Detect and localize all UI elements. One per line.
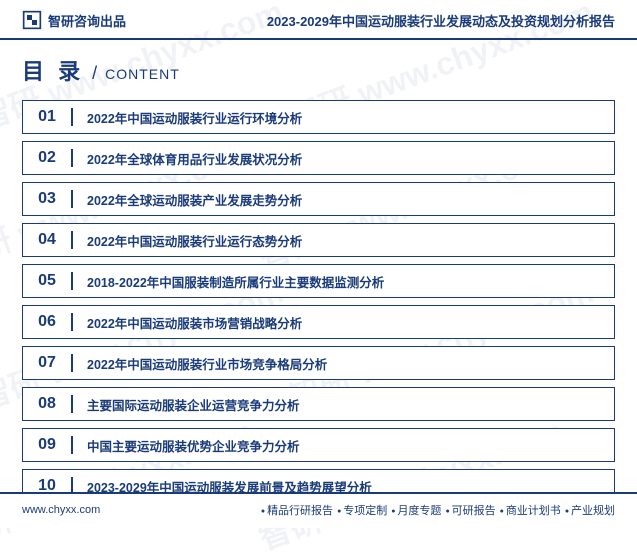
footer: www.chyxx.com 精品行研报告专项定制月度专题可研报告商业计划书产业规…: [0, 492, 637, 528]
toc-item-text: 2022年中国运动服装市场营销战略分析: [73, 306, 614, 338]
toc-item-text: 2022年全球体育用品行业发展状况分析: [73, 142, 614, 174]
footer-tag: 商业计划书: [500, 502, 561, 518]
toc-item: 062022年中国运动服装市场营销战略分析: [22, 305, 615, 339]
page-title: 2023-2029年中国运动服装行业发展动态及投资规划分析报告: [267, 11, 615, 30]
toc-item-text: 主要国际运动服装企业运营竞争力分析: [73, 388, 614, 420]
toc-item: 08主要国际运动服装企业运营竞争力分析: [22, 387, 615, 421]
toc-item-text: 2022年中国运动服装行业运行环境分析: [73, 101, 614, 133]
toc-item-number: 04: [23, 224, 71, 256]
toc-item-number: 08: [23, 388, 71, 420]
toc-item-number: 09: [23, 429, 71, 461]
toc-item-number: 02: [23, 142, 71, 174]
toc-item-text: 2022年中国运动服装行业运行态势分析: [73, 224, 614, 256]
toc-item: 09中国主要运动服装优势企业竞争力分析: [22, 428, 615, 462]
toc-item-number: 07: [23, 347, 71, 379]
toc-item-number: 03: [23, 183, 71, 215]
toc-item-number: 06: [23, 306, 71, 338]
footer-tags: 精品行研报告专项定制月度专题可研报告商业计划书产业规划: [261, 502, 615, 518]
toc-separator: /: [92, 63, 97, 84]
footer-tag: 月度专题: [391, 502, 441, 518]
toc-item: 042022年中国运动服装行业运行态势分析: [22, 223, 615, 257]
footer-url: www.chyxx.com: [22, 504, 100, 516]
toc-item: 052018-2022年中国服装制造所属行业主要数据监测分析: [22, 264, 615, 298]
toc-heading-cn: 目 录: [22, 54, 84, 86]
toc-item: 022022年全球体育用品行业发展状况分析: [22, 141, 615, 175]
toc-list: 012022年中国运动服装行业运行环境分析022022年全球体育用品行业发展状况…: [22, 100, 615, 503]
toc-item: 032022年全球运动服装产业发展走势分析: [22, 182, 615, 216]
brand-logo-icon: [22, 10, 42, 30]
toc-item-text: 2022年中国运动服装行业市场竞争格局分析: [73, 347, 614, 379]
toc-item-number: 05: [23, 265, 71, 297]
brand: 智研咨询出品: [22, 10, 126, 30]
brand-text: 智研咨询出品: [48, 11, 126, 30]
toc-item-number: 01: [23, 101, 71, 133]
footer-tag: 产业规划: [565, 502, 615, 518]
toc-item-text: 2022年全球运动服装产业发展走势分析: [73, 183, 614, 215]
content: 目 录 / CONTENT 012022年中国运动服装行业运行环境分析02202…: [0, 40, 637, 511]
footer-tag: 专项定制: [337, 502, 387, 518]
footer-tag: 可研报告: [445, 502, 495, 518]
header: 智研咨询出品 2023-2029年中国运动服装行业发展动态及投资规划分析报告: [0, 0, 637, 40]
toc-item: 012022年中国运动服装行业运行环境分析: [22, 100, 615, 134]
toc-item: 072022年中国运动服装行业市场竞争格局分析: [22, 346, 615, 380]
footer-tag: 精品行研报告: [261, 502, 333, 518]
toc-heading-en: CONTENT: [105, 66, 180, 82]
toc-item-text: 中国主要运动服装优势企业竞争力分析: [73, 429, 614, 461]
toc-heading: 目 录 / CONTENT: [22, 54, 615, 86]
toc-item-text: 2018-2022年中国服装制造所属行业主要数据监测分析: [73, 265, 614, 297]
